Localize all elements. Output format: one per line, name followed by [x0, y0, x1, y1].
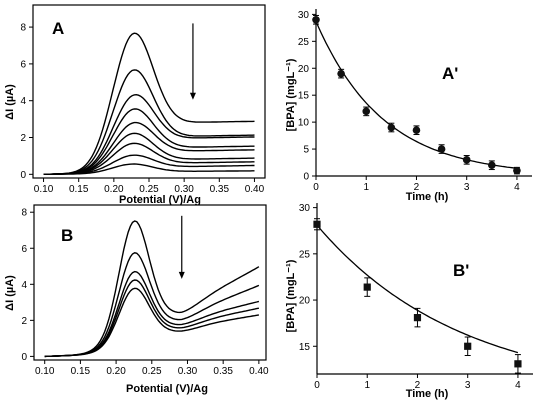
panel-b-xtick-label: 0.30 — [178, 366, 198, 377]
panel-a-prime-data-point — [337, 69, 345, 78]
panel-a-prime-xtick-label: 2 — [414, 182, 420, 193]
panel-a-curve-4 — [43, 108, 255, 176]
panel-a-arrowhead — [189, 92, 196, 100]
panel-a-xlabel: Potential (V)/Ag — [119, 194, 201, 206]
panel-b-ytick-label: 0 — [21, 352, 27, 363]
panel-b-prime-fit-curve — [316, 224, 519, 354]
panel-a-prime-data-point — [387, 123, 396, 132]
panel-b-ytick-label: 4 — [21, 280, 27, 291]
panel-a-prime-ylabel: [BPA] (mgL⁻¹) — [285, 58, 297, 131]
panel-b-prime-ylabel: [BPA] (mgL⁻¹) — [285, 259, 297, 332]
panel-b-xtick-label: 0.40 — [249, 366, 269, 377]
panel-b-xtick-label: 0.15 — [71, 366, 91, 377]
panel-b-frame — [33, 204, 267, 361]
panel-a-xtick-label: 0.40 — [245, 184, 265, 195]
panel-b: 0.10 0.15 0.20 0.25 0.30 0.35 0.40 0 2 4 6 8 B Pote… — [4, 204, 269, 395]
panel-b-ytick-label: 8 — [21, 208, 27, 219]
panel-b-prime-data-point — [313, 220, 321, 228]
panel-a-curve-1 — [43, 32, 255, 176]
panel-b-prime-xtick-label: 4 — [515, 380, 521, 391]
panel-a-prime-data-point — [437, 145, 446, 153]
panel-a-xtick-label: 0.30 — [174, 184, 194, 195]
panel-b-arrowhead — [178, 271, 185, 279]
panel-a-prime-data-point — [312, 15, 320, 24]
panel-b-prime-ytick-label: 30 — [299, 203, 311, 214]
panel-a-prime-ytick-label: 5 — [303, 145, 309, 156]
panel-a-prime-data-point — [412, 126, 421, 135]
panel-b-prime-data-point — [363, 283, 371, 291]
panel-b-prime-ytick-label: 20 — [299, 296, 311, 307]
panel-b-prime-data-point — [413, 314, 422, 322]
panel-b-prime-xtick-label: 2 — [415, 380, 421, 391]
panel-b-prime-xtick-label: 1 — [364, 380, 370, 391]
panel-a-prime-ytick-label: 20 — [298, 64, 310, 75]
panel-b-prime-xtick-label: 3 — [465, 380, 471, 391]
panel-a-prime-xlabel: Time (h) — [406, 191, 449, 203]
panel-a-prime-xtick-label: 4 — [514, 182, 520, 193]
panel-a-frame — [32, 4, 266, 179]
panel-a-prime-data-point — [362, 107, 371, 116]
panel-b-prime-ytick-label: 25 — [299, 249, 311, 260]
panel-b-ytick-label: 2 — [21, 316, 27, 327]
panel-a-xtick-label: 0.10 — [34, 184, 54, 195]
panel-a-ytick-label: 2 — [20, 133, 26, 144]
panel-a: 0.10 0.15 0.20 0.25 0.30 0.35 0.40 0 2 4 6 8 A Pote… — [4, 4, 266, 206]
panel-b-prime-data-point — [464, 342, 472, 350]
panel-a-prime-data-point — [462, 156, 471, 164]
panel-b-prime-label: B' — [453, 261, 469, 280]
panel-a-ytick-label: 6 — [20, 59, 26, 70]
panel-b-xtick-label: 0.10 — [35, 366, 55, 377]
panel-b-prime-xtick-label: 0 — [314, 380, 320, 391]
panel-b-prime: 0 1 2 3 4 15 20 25 30 B' Time (h) [BPA] (mgL⁻¹) — [285, 203, 533, 400]
panel-a-xtick-label: 0.15 — [69, 184, 89, 195]
panel-b-xtick-label: 0.20 — [106, 366, 126, 377]
panel-a-prime-ytick-label: 0 — [303, 172, 309, 183]
panel-a-xtick-label: 0.20 — [104, 184, 124, 195]
panel-a-ylabel: ΔI (µA) — [4, 84, 16, 120]
panel-a-prime-data-point — [488, 161, 496, 170]
panel-b-curve-5 — [44, 287, 260, 358]
panel-b-xlabel: Potential (V)/Ag — [126, 383, 208, 395]
panel-a-prime-ytick-label: 10 — [298, 118, 310, 129]
panel-a-prime-data-point — [513, 166, 521, 175]
panel-a-prime-xtick-label: 0 — [313, 182, 319, 193]
panel-a-prime-ytick-label: 25 — [298, 37, 310, 48]
panel-b-prime-ytick-label: 15 — [299, 342, 311, 353]
panel-b-xtick-label: 0.25 — [142, 366, 162, 377]
panel-b-ytick-label: 6 — [21, 244, 27, 255]
panel-a-prime: 0 1 2 3 4 0 5 10 15 20 25 30 A' Time (h) [BPA] (mgL… — [285, 9, 532, 203]
panel-a-ytick-label: 8 — [20, 23, 26, 34]
panel-a-label: A — [52, 19, 64, 38]
panel-a-prime-label: A' — [442, 64, 458, 83]
panel-a-prime-xtick-label: 3 — [464, 182, 470, 193]
panel-a-xtick-label: 0.25 — [139, 184, 159, 195]
panel-a-prime-fit-curve — [315, 21, 517, 169]
panel-a-ytick-label: 0 — [20, 170, 26, 181]
panel-b-xtick-label: 0.35 — [213, 366, 233, 377]
panel-b-prime-data-point — [514, 360, 522, 368]
panel-a-prime-ytick-label: 15 — [298, 91, 310, 102]
panel-a-prime-xtick-label: 1 — [363, 182, 369, 193]
panel-b-curve-4 — [44, 279, 260, 358]
panel-a-xtick-label: 0.35 — [210, 184, 230, 195]
panel-b-label: B — [61, 226, 73, 245]
panel-a-curve-6 — [43, 132, 255, 176]
panel-b-ylabel: ΔI (µA) — [4, 275, 16, 311]
panel-b-prime-xlabel: Time (h) — [406, 388, 449, 400]
panel-a-prime-ytick-label: 30 — [298, 10, 310, 21]
panel-a-ytick-label: 4 — [20, 96, 26, 107]
panel-a-curve-2 — [43, 69, 255, 176]
panel-a-curve-9 — [43, 163, 255, 176]
